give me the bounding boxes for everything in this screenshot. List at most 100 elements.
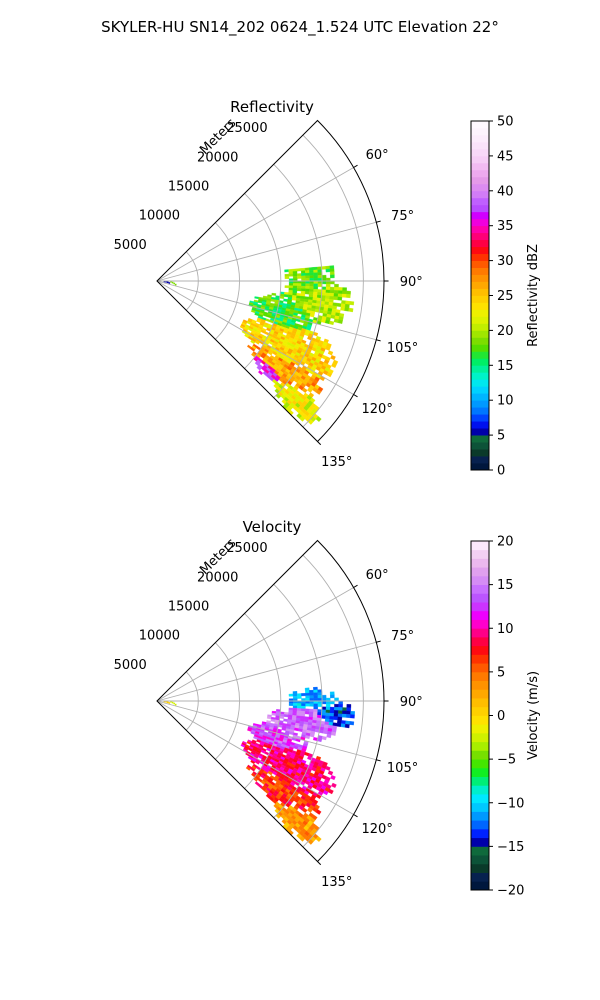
field-cell: [327, 770, 334, 776]
field-cell: [348, 307, 354, 313]
azimuth-tick-label: 120°: [362, 822, 393, 837]
field-cell: [315, 836, 322, 843]
field-cell: [284, 273, 290, 277]
colorbar-segment: [471, 863, 489, 873]
colorbar-segment: [471, 584, 489, 594]
colorbar-tick-label: 10: [497, 394, 514, 409]
field-cell: [288, 271, 294, 275]
field-cell: [288, 703, 294, 706]
azimuth-tick: [376, 220, 381, 223]
field-cell: [300, 270, 306, 274]
azimuth-tick-label: 75°: [391, 629, 414, 644]
field-cell: [330, 355, 336, 361]
colorbar-segment: [471, 358, 489, 366]
range-tick-label: 15000: [168, 179, 209, 194]
colorbar-segment: [471, 811, 489, 821]
field-cell: [309, 695, 314, 699]
field-cell: [292, 710, 298, 714]
field-cell: [331, 362, 337, 369]
colorbar-segment: [471, 872, 489, 882]
field-cell: [317, 703, 323, 707]
field-cell: [342, 707, 347, 712]
field-cell: [245, 766, 251, 771]
colorbar-segment: [471, 689, 489, 699]
range-tick-label: 15000: [168, 599, 209, 614]
field-cell: [325, 715, 330, 720]
field-cell: [321, 289, 327, 293]
azimuth-tick-label: 135°: [321, 455, 352, 470]
colorbar-segment: [471, 274, 489, 282]
field-cell: [321, 280, 327, 285]
field-cell: [304, 711, 310, 715]
field-cell: [257, 370, 264, 376]
azimuth-tick: [376, 640, 381, 643]
field-cell: [330, 694, 335, 699]
field-cell: [301, 693, 306, 697]
field-cell: [338, 287, 343, 291]
field-cell: [301, 285, 306, 289]
field-cell: [326, 280, 331, 285]
field-cell: [309, 286, 314, 290]
field-cell: [327, 350, 334, 356]
azimuth-tick: [317, 861, 322, 866]
field-cell: [283, 714, 289, 718]
field-cell: [270, 298, 276, 302]
field-cell: [329, 268, 335, 273]
field-cell: [321, 694, 327, 699]
azimuth-tick-label: 135°: [321, 875, 352, 890]
field-cell: [330, 280, 335, 285]
clutter-cell: [174, 703, 177, 706]
colorbar-segment: [471, 706, 489, 716]
azimuth-tick-label: 60°: [366, 148, 389, 163]
azimuth-tick: [376, 759, 381, 762]
colorbar-segment: [471, 407, 489, 415]
colorbar-segment: [471, 121, 489, 129]
field-cell: [321, 286, 327, 291]
colorbar-segment: [471, 602, 489, 612]
colorbar-segment: [471, 828, 489, 839]
field-cell: [322, 789, 329, 796]
colorbar-segment: [471, 663, 489, 673]
field-cell: [292, 705, 298, 709]
field-cell: [292, 268, 298, 272]
colorbar-segment: [471, 281, 489, 289]
azimuth-gridline: [156, 700, 377, 761]
field-cell: [341, 293, 347, 298]
colorbar-segment: [471, 567, 489, 577]
azimuth-tick: [353, 394, 358, 398]
colorbar-segment: [471, 260, 489, 268]
velocity-colorbar: −20 −15 −10 −5 0 5 10 15 20 Velocity (m/s): [470, 535, 541, 899]
colorbar-segment: [471, 330, 489, 338]
field-cell: [315, 416, 322, 423]
azimuth-gridline: [156, 700, 354, 815]
field-cell: [304, 267, 310, 271]
field-cell: [325, 268, 331, 273]
field-cell: [317, 275, 323, 279]
azimuth-gridline: [156, 167, 354, 282]
field-cell: [346, 704, 352, 708]
field-cell: [292, 283, 298, 287]
colorbar-tick-label: −20: [497, 884, 524, 899]
colorbar-segment: [471, 820, 489, 830]
field-cell: [300, 290, 306, 295]
velocity-grid: [156, 539, 389, 866]
colorbar-segment: [471, 724, 489, 734]
colorbar-segment: [471, 593, 489, 603]
range-tick-label: 25000: [226, 541, 267, 556]
field-cell: [317, 689, 323, 693]
colorbar-segment: [471, 541, 489, 551]
colorbar-segment: [471, 309, 489, 317]
sector-frame: [156, 119, 385, 443]
azimuth-tick-label: 120°: [362, 402, 393, 417]
field-cell: [326, 371, 333, 378]
field-cell: [315, 389, 322, 395]
field-cell: [309, 275, 314, 279]
field-cell: [317, 266, 322, 270]
field-cell: [329, 289, 335, 294]
field-cell: [288, 285, 294, 289]
field-cell: [300, 288, 306, 292]
field-cell: [331, 782, 337, 789]
field-cell: [300, 267, 306, 272]
field-cell: [313, 706, 319, 710]
